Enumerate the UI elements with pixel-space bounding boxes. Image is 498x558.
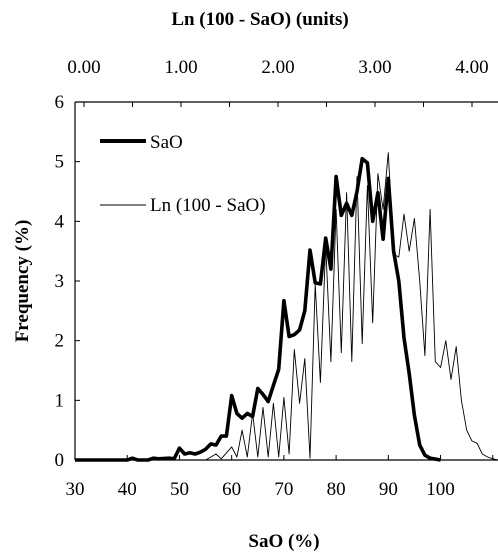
y-tick-label: 6 (55, 92, 65, 113)
top-tick-label: 3.00 (358, 57, 391, 78)
y-axis-title: Frequency (%) (12, 220, 33, 343)
x-tick-label: 100 (426, 479, 455, 500)
x-tick-label: 80 (327, 479, 346, 500)
top-tick-label: 0.00 (67, 57, 100, 78)
y-tick-label: 5 (55, 152, 65, 173)
top-axis-title: Ln (100 - SaO) (units) (171, 9, 348, 30)
x-ticks: 30 40 50 60 70 80 90 100 (66, 455, 494, 500)
y-tick-label: 2 (55, 331, 65, 352)
legend-label-sao: SaO (150, 132, 183, 153)
y-ticks: 0 1 2 3 4 5 6 (55, 92, 80, 471)
x-tick-label: 30 (66, 479, 85, 500)
series-layer (75, 152, 498, 462)
top-tick-label: 4.00 (455, 57, 488, 78)
x-tick-label: 60 (222, 479, 241, 500)
y-tick-label: 0 (55, 450, 65, 471)
top-tick-label: 1.00 (164, 57, 197, 78)
legend-label-ln: Ln (100 - SaO) (150, 195, 266, 216)
x-tick-label: 70 (274, 479, 293, 500)
top-axis-ticks: 0.00 1.00 2.00 3.00 4.00 (67, 57, 489, 107)
y-tick-label: 4 (55, 211, 65, 232)
x-tick-label: 40 (118, 479, 137, 500)
top-tick-label: 2.00 (261, 57, 294, 78)
legend: SaO Ln (100 - SaO) (100, 132, 266, 216)
series-sao-line (75, 156, 441, 462)
x-axis-title: SaO (%) (248, 531, 319, 552)
y-tick-label: 3 (55, 271, 65, 292)
series-ln-line (75, 152, 498, 461)
x-tick-label: 90 (379, 479, 398, 500)
plot-frame (74, 101, 498, 461)
x-tick-label: 50 (170, 479, 189, 500)
y-tick-label: 1 (55, 390, 65, 411)
